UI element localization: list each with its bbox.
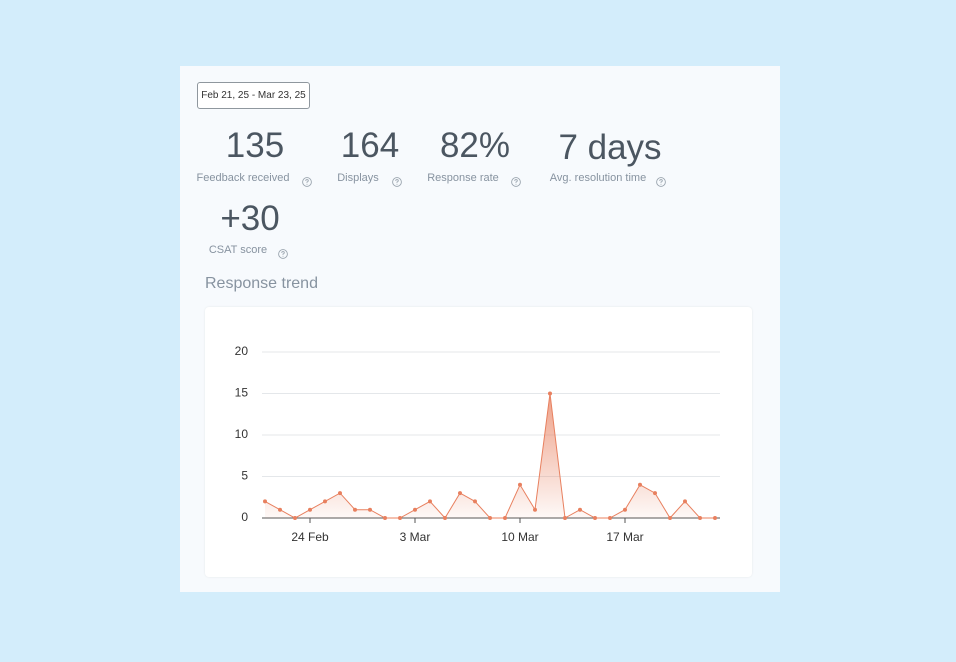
point xyxy=(638,482,642,487)
point xyxy=(623,507,627,512)
help-icon[interactable] xyxy=(392,174,402,192)
point xyxy=(518,482,522,487)
point xyxy=(473,499,477,504)
help-glyph xyxy=(392,177,402,187)
y-tick-label: 20 xyxy=(235,344,249,358)
point xyxy=(593,516,597,520)
point xyxy=(338,491,342,496)
point xyxy=(263,499,267,504)
point xyxy=(413,507,417,512)
point xyxy=(428,499,432,504)
point xyxy=(608,516,612,520)
point xyxy=(323,499,327,504)
point xyxy=(533,507,537,512)
point xyxy=(563,516,567,520)
x-tick-label: 17 Mar xyxy=(606,530,643,544)
metric-label: Displays xyxy=(337,172,379,184)
point xyxy=(488,516,492,520)
metric-label: CSAT score xyxy=(208,244,268,256)
y-tick-label: 10 xyxy=(235,427,249,441)
point xyxy=(368,507,372,512)
chart: 0 5 10 15 20 24 Feb 3 Mar 10 Mar 17 Mar xyxy=(235,344,720,544)
point xyxy=(398,516,402,520)
point xyxy=(578,507,582,512)
point xyxy=(278,507,282,512)
help-glyph xyxy=(302,177,312,187)
point xyxy=(668,516,672,520)
metric-value: 82% xyxy=(439,126,511,165)
help-glyph xyxy=(656,177,666,187)
help-icon[interactable] xyxy=(656,174,666,192)
y-tick-label: 5 xyxy=(241,469,248,483)
metric-label: Feedback received xyxy=(196,172,290,184)
point xyxy=(308,507,312,512)
point xyxy=(458,491,462,496)
help-icon[interactable] xyxy=(278,246,288,264)
point xyxy=(383,516,387,520)
date-range-button[interactable]: Feb 21, 25 - Mar 23, 25 xyxy=(197,82,310,109)
chart-panel: 0 5 10 15 20 24 Feb 3 Mar 10 Mar 17 Mar xyxy=(205,307,752,577)
y-tick-label: 15 xyxy=(235,386,249,400)
help-icon[interactable] xyxy=(302,174,312,192)
metric-value: 135 xyxy=(225,126,285,165)
point xyxy=(353,507,357,512)
area xyxy=(265,393,715,518)
point xyxy=(443,516,447,520)
metric-value: 7 days xyxy=(558,128,662,167)
metric-label: Response rate xyxy=(427,172,499,184)
point xyxy=(653,491,657,496)
x-tick-label: 24 Feb xyxy=(291,530,329,544)
point xyxy=(293,516,297,520)
x-tick-label: 10 Mar xyxy=(501,530,538,544)
point xyxy=(698,516,702,520)
point xyxy=(713,516,717,520)
chart-title: Response trend xyxy=(205,275,318,292)
help-icon[interactable] xyxy=(511,174,521,192)
y-tick-label: 0 xyxy=(241,510,248,524)
metric-value: +30 xyxy=(220,199,280,238)
help-glyph xyxy=(511,177,521,187)
metric-value: 164 xyxy=(340,126,400,165)
x-tick-label: 3 Mar xyxy=(400,530,431,544)
help-glyph xyxy=(278,249,288,259)
metric-label: Avg. resolution time xyxy=(549,172,647,184)
point xyxy=(503,516,507,520)
point xyxy=(548,391,552,396)
point xyxy=(683,499,687,504)
